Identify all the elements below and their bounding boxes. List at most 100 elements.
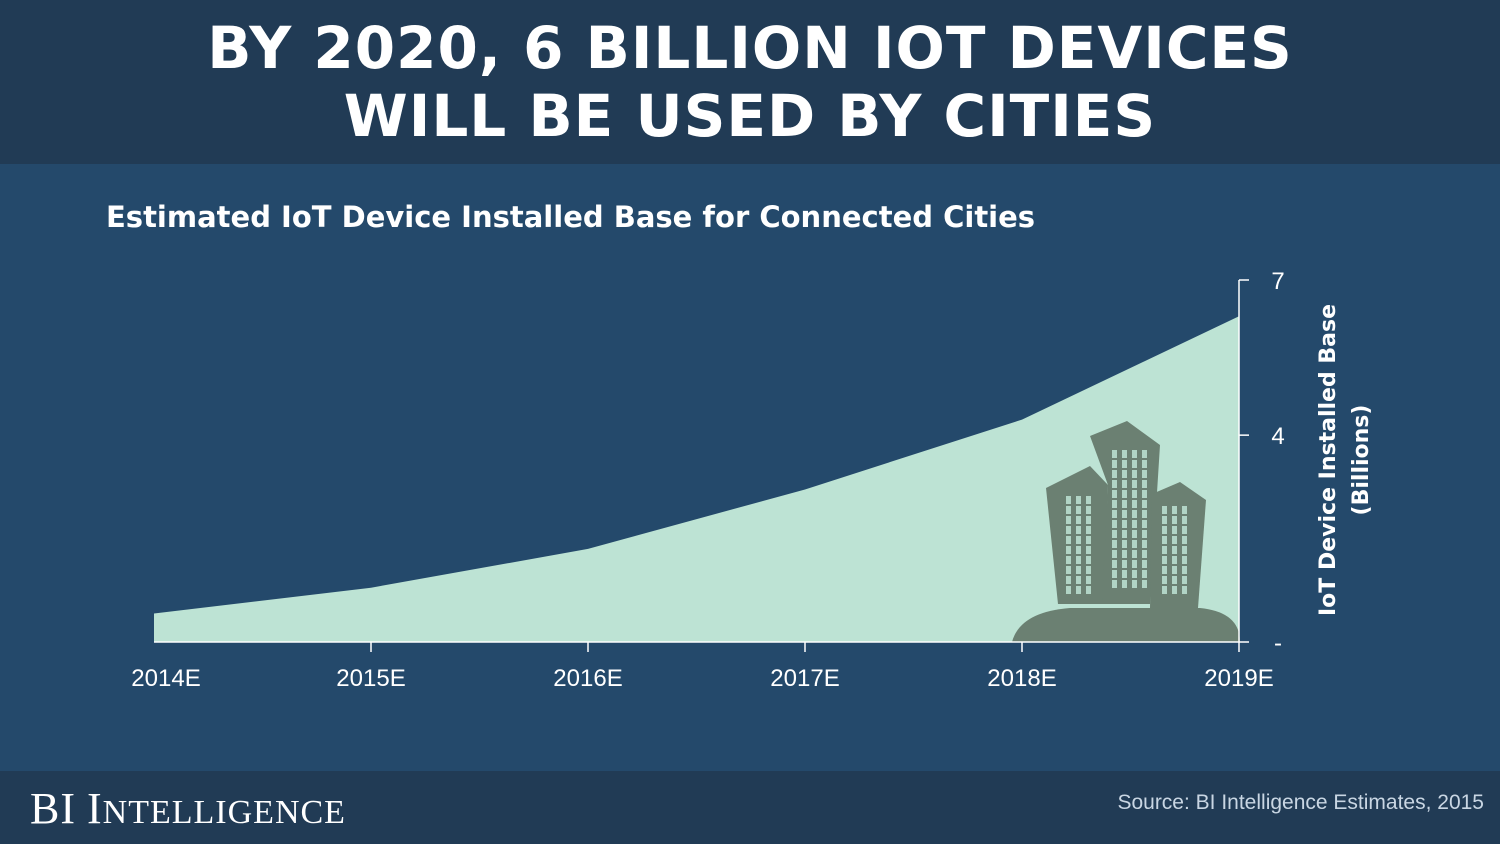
building-right-window bbox=[1172, 526, 1177, 534]
building-left-window bbox=[1086, 516, 1091, 524]
y-tick-label-7: 7 bbox=[1271, 268, 1284, 295]
building-right-window bbox=[1162, 556, 1167, 564]
building-left-window bbox=[1076, 566, 1081, 574]
building-middle-window bbox=[1122, 500, 1127, 508]
building-left bbox=[1046, 466, 1108, 604]
building-right-window bbox=[1182, 506, 1187, 514]
building-right-window bbox=[1182, 556, 1187, 564]
building-left-window bbox=[1076, 506, 1081, 514]
building-right-window bbox=[1182, 566, 1187, 574]
building-middle-window bbox=[1122, 560, 1127, 568]
x-tick-label-2014E: 2014E bbox=[131, 665, 200, 692]
building-middle-window bbox=[1142, 570, 1147, 578]
building-middle-window bbox=[1122, 580, 1127, 588]
building-left-window bbox=[1076, 516, 1081, 524]
building-middle-window bbox=[1122, 450, 1127, 458]
x-tick-label-2015E: 2015E bbox=[336, 665, 405, 692]
building-middle-window bbox=[1112, 580, 1117, 588]
building-left-window bbox=[1086, 546, 1091, 554]
building-middle-window bbox=[1132, 520, 1137, 528]
x-tick-label-2019E: 2019E bbox=[1204, 665, 1273, 692]
building-middle-window bbox=[1142, 450, 1147, 458]
source-note: Source: BI Intelligence Estimates, 2015 bbox=[1117, 791, 1484, 814]
axes bbox=[154, 279, 1249, 652]
building-middle-window bbox=[1122, 530, 1127, 538]
building-middle-window bbox=[1142, 460, 1147, 468]
building-left-window bbox=[1066, 506, 1071, 514]
building-right-window bbox=[1182, 546, 1187, 554]
headline-line-2: WILL BE USED BY CITIES bbox=[343, 82, 1157, 150]
building-right-window bbox=[1172, 546, 1177, 554]
building-middle-window bbox=[1142, 550, 1147, 558]
building-middle-window bbox=[1132, 470, 1137, 478]
building-middle-window bbox=[1132, 540, 1137, 548]
building-left-window bbox=[1076, 496, 1081, 504]
building-right-window bbox=[1182, 586, 1187, 594]
building-right-window bbox=[1182, 516, 1187, 524]
building-right-window bbox=[1182, 526, 1187, 534]
building-right-window bbox=[1162, 576, 1167, 584]
building-right-window bbox=[1172, 556, 1177, 564]
building-right-window bbox=[1162, 536, 1167, 544]
building-left-window bbox=[1076, 556, 1081, 564]
building-middle-window bbox=[1142, 580, 1147, 588]
building-middle-window bbox=[1112, 480, 1117, 488]
building-middle-window bbox=[1132, 560, 1137, 568]
building-right-window bbox=[1162, 546, 1167, 554]
y-axis-label-line-1: IoT Device Installed Base bbox=[1316, 304, 1341, 616]
building-middle-window bbox=[1112, 550, 1117, 558]
building-left-window bbox=[1066, 566, 1071, 574]
building-right-window bbox=[1172, 536, 1177, 544]
building-middle-window bbox=[1132, 580, 1137, 588]
building-middle-window bbox=[1112, 450, 1117, 458]
building-middle-window bbox=[1132, 510, 1137, 518]
building-left-window bbox=[1066, 546, 1071, 554]
building-middle-window bbox=[1112, 470, 1117, 478]
building-left-window bbox=[1066, 526, 1071, 534]
building-right bbox=[1150, 482, 1206, 608]
area-series bbox=[154, 316, 1239, 642]
headline-line-1: BY 2020, 6 BILLION IOT DEVICES bbox=[207, 14, 1293, 82]
building-left-window bbox=[1066, 496, 1071, 504]
building-middle-window bbox=[1112, 540, 1117, 548]
building-middle-window bbox=[1132, 500, 1137, 508]
tick-labels: 2014E 2015E 2016E 2017E 2018E 2019E- 4 7 bbox=[131, 268, 1284, 692]
building-right-window bbox=[1162, 506, 1167, 514]
building-middle-window bbox=[1132, 550, 1137, 558]
building-right-window bbox=[1172, 566, 1177, 574]
building-left-window bbox=[1086, 506, 1091, 514]
building-base bbox=[1012, 608, 1240, 642]
building-left-window bbox=[1076, 576, 1081, 584]
y-tick-label-4: 4 bbox=[1271, 423, 1284, 450]
building-middle-window bbox=[1112, 500, 1117, 508]
building-middle-window bbox=[1142, 520, 1147, 528]
building-left-window bbox=[1066, 536, 1071, 544]
chart-title: Estimated IoT Device Installed Base for … bbox=[106, 200, 1036, 234]
building-left-window bbox=[1086, 556, 1091, 564]
building-middle-window bbox=[1112, 530, 1117, 538]
building-middle-window bbox=[1132, 490, 1137, 498]
building-left-window bbox=[1086, 586, 1091, 594]
building-middle-window bbox=[1142, 480, 1147, 488]
building-middle-window bbox=[1142, 530, 1147, 538]
x-tick-label-2016E: 2016E bbox=[553, 665, 622, 692]
building-middle-window bbox=[1122, 540, 1127, 548]
building-left-window bbox=[1066, 576, 1071, 584]
building-middle-window bbox=[1112, 490, 1117, 498]
building-middle-window bbox=[1112, 510, 1117, 518]
building-right-window bbox=[1162, 566, 1167, 574]
building-right-window bbox=[1172, 516, 1177, 524]
building-middle-window bbox=[1112, 460, 1117, 468]
building-middle-window bbox=[1122, 470, 1127, 478]
city-buildings-icon bbox=[1012, 421, 1240, 642]
building-middle-window bbox=[1142, 510, 1147, 518]
building-middle-window bbox=[1142, 470, 1147, 478]
building-left-window bbox=[1076, 536, 1081, 544]
header-banner: BY 2020, 6 BILLION IOT DEVICES WILL BE U… bbox=[0, 0, 1500, 164]
building-middle-window bbox=[1132, 450, 1137, 458]
building-right-window bbox=[1162, 516, 1167, 524]
building-middle-window bbox=[1122, 510, 1127, 518]
building-middle-window bbox=[1132, 530, 1137, 538]
building-right-window bbox=[1182, 536, 1187, 544]
building-left-window bbox=[1086, 576, 1091, 584]
